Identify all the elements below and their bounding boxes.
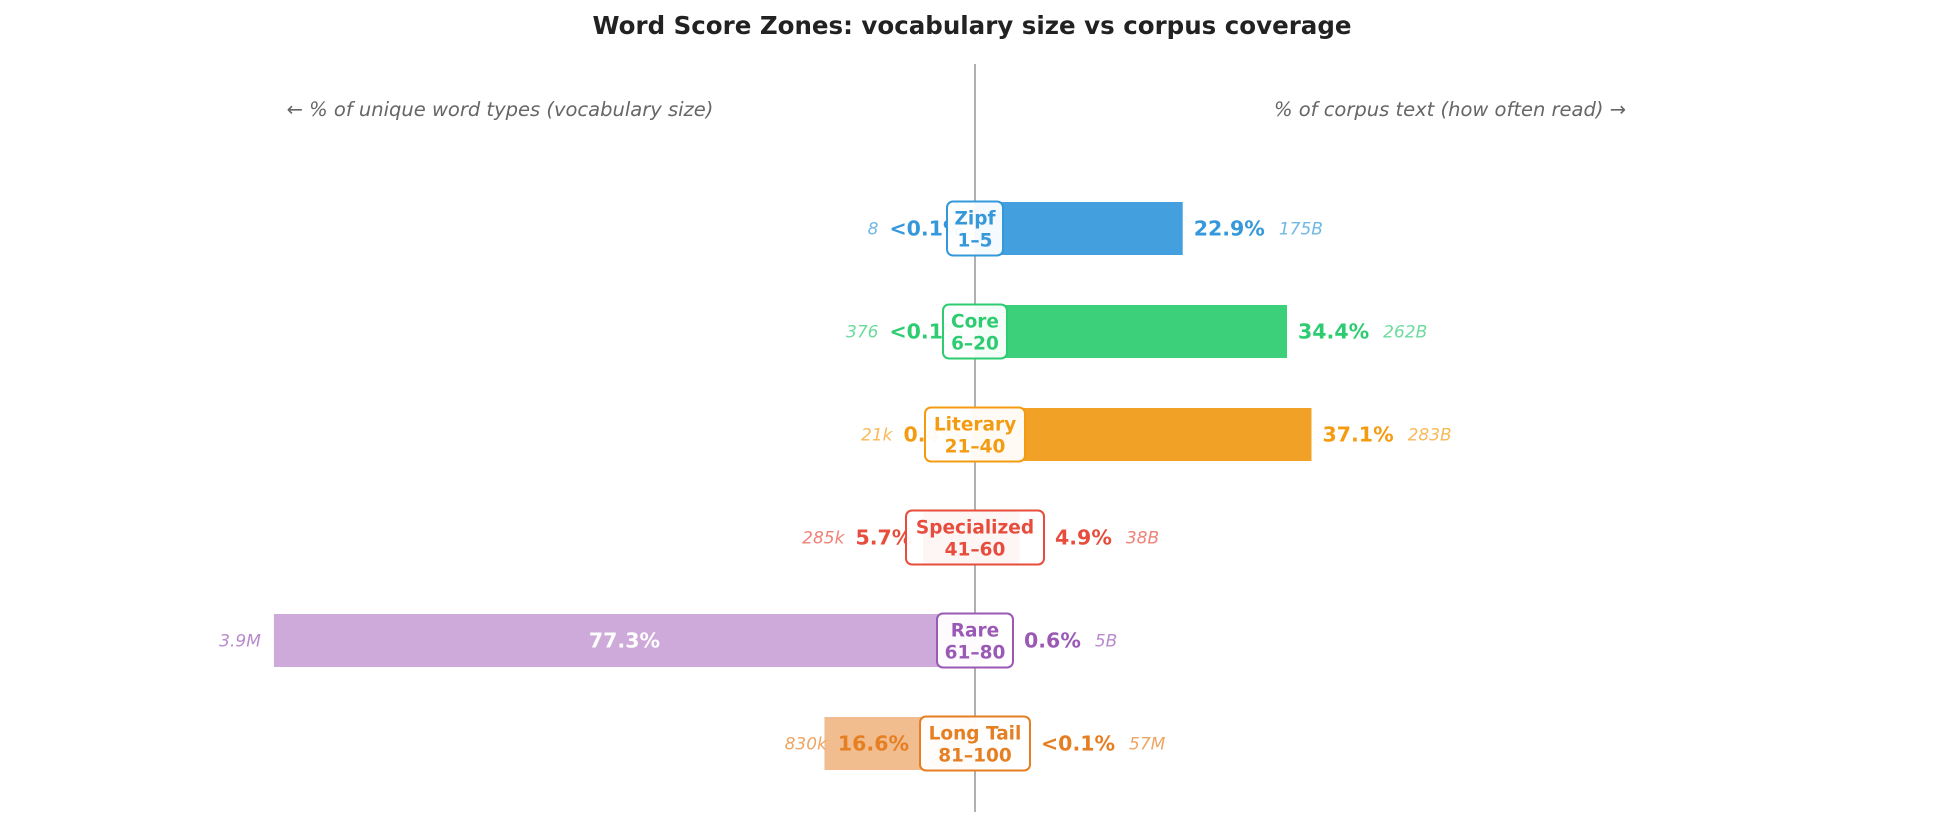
zone-box-core bbox=[942, 303, 1008, 360]
zone-box-long-tail bbox=[919, 715, 1031, 772]
zone-range-label: 6–20 bbox=[951, 334, 999, 355]
chart-title: Word Score Zones: vocabulary size vs cor… bbox=[593, 11, 1352, 40]
zone-name-label: Long Tail bbox=[929, 724, 1022, 745]
vocab-count-label: 21k bbox=[861, 426, 894, 446]
zone-range-label: 81–100 bbox=[938, 746, 1012, 767]
zone-box-specialized bbox=[905, 509, 1045, 566]
corpus-count-label: 283B bbox=[1408, 426, 1452, 446]
zone-range-label: 1–5 bbox=[958, 231, 993, 252]
vocab-pct-label: 77.3% bbox=[589, 629, 660, 653]
zone-name-label: Literary bbox=[934, 415, 1016, 436]
vocab-count-label: 285k bbox=[802, 529, 845, 549]
corpus-count-label: 262B bbox=[1383, 323, 1427, 343]
zone-name-label: Rare bbox=[951, 621, 999, 642]
zone-box-literary bbox=[924, 406, 1026, 463]
vocab-pct-label: 5.7% bbox=[855, 526, 912, 550]
left-axis-hint: ← % of unique word types (vocabulary siz… bbox=[287, 98, 714, 121]
corpus-pct-label: 4.9% bbox=[1055, 526, 1112, 550]
corpus-count-label: 175B bbox=[1279, 220, 1323, 240]
zone-name-label: Core bbox=[951, 312, 999, 333]
corpus-bar-zipf bbox=[975, 202, 1183, 255]
zone-name-label: Zipf bbox=[954, 209, 996, 230]
vocab-bar-rare bbox=[273, 614, 975, 667]
right-axis-hint: % of corpus text (how often read) → bbox=[1274, 98, 1626, 121]
zone-range-label: 41–60 bbox=[945, 540, 1006, 561]
vocab-count-label: 830k bbox=[785, 735, 828, 755]
corpus-bar-literary bbox=[975, 408, 1312, 461]
zone-box-zipf bbox=[946, 200, 1004, 257]
corpus-bar-core bbox=[975, 305, 1288, 358]
corpus-pct-label: 37.1% bbox=[1322, 423, 1393, 447]
vocab-count-label: 3.9M bbox=[219, 632, 261, 652]
vocab-count-label: 376 bbox=[846, 323, 879, 343]
corpus-count-label: 57M bbox=[1129, 735, 1166, 755]
corpus-count-label: 5B bbox=[1095, 632, 1117, 652]
zone-box-rare bbox=[936, 612, 1014, 669]
vocab-pct-label: 16.6% bbox=[838, 732, 909, 756]
corpus-pct-label: <0.1% bbox=[1041, 732, 1115, 756]
corpus-pct-label: 0.6% bbox=[1024, 629, 1081, 653]
vocab-count-label: 8 bbox=[868, 220, 879, 240]
corpus-count-label: 38B bbox=[1126, 529, 1159, 549]
zone-range-label: 21–40 bbox=[945, 437, 1006, 458]
corpus-pct-label: 34.4% bbox=[1298, 320, 1369, 344]
zone-range-label: 61–80 bbox=[945, 643, 1006, 664]
corpus-pct-label: 22.9% bbox=[1194, 217, 1265, 241]
zone-name-label: Specialized bbox=[916, 518, 1034, 539]
